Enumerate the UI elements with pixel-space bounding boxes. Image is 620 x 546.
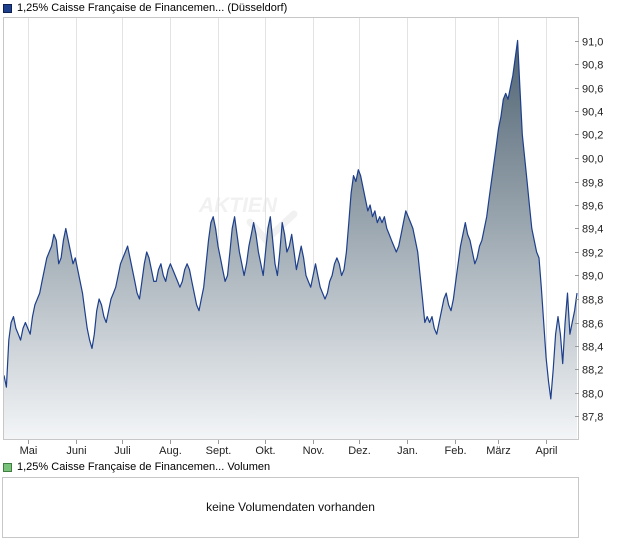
y-axis-ticks: 91,0 90,8 90,6 90,4 90,2 90,0 89,8 89,6 89,4 89,2…	[575, 37, 603, 424]
price-area-fill	[4, 40, 577, 439]
volume-series-swatch	[3, 462, 12, 472]
y-tick-label: 89,8	[582, 178, 603, 190]
volume-legend-label: 1,25% Caisse Française de Financemen... …	[17, 461, 271, 473]
x-tick-label: Jan.	[397, 445, 418, 457]
x-tick-label: Nov.	[303, 445, 325, 457]
x-tick-label: Juni	[66, 445, 86, 457]
y-tick-label: 87,8	[582, 412, 603, 424]
svg-text:AKTIEN: AKTIEN	[198, 194, 278, 217]
y-tick-label: 90,4	[582, 107, 603, 119]
x-tick-label: Aug.	[159, 445, 182, 457]
price-line	[3, 39, 578, 400]
price-chart: AKTIEN Mai Juni Juli Aug. Sept. Okt. Nov. Dez. J…	[3, 17, 603, 457]
y-tick-label: 89,0	[582, 271, 603, 283]
x-tick-label: April	[535, 445, 557, 457]
y-tick-label: 88,0	[582, 389, 603, 401]
x-axis-ticks: Mai Juni Juli Aug. Sept. Okt. Nov. Dez. Jan. Feb.…	[20, 440, 558, 457]
y-tick-label: 88,6	[582, 319, 603, 331]
price-area	[3, 39, 578, 439]
x-tick-label: Dez.	[348, 445, 371, 457]
price-legend-label: 1,25% Caisse Française de Financemen... …	[17, 2, 288, 14]
x-tick-label: Juli	[114, 445, 131, 457]
y-tick-label: 89,2	[582, 248, 603, 260]
y-tick-label: 90,2	[582, 130, 603, 142]
y-tick-label: 88,4	[582, 342, 603, 354]
x-tick-label: März	[486, 445, 510, 457]
x-tick-label: Okt.	[255, 445, 275, 457]
price-series-swatch	[3, 3, 12, 13]
y-tick-label: 88,2	[582, 365, 603, 377]
y-tick-label: 90,8	[582, 60, 603, 72]
x-tick-label: Mai	[20, 445, 38, 457]
y-tick-label: 91,0	[582, 37, 603, 49]
volume-panel: keine Volumendaten vorhanden	[2, 477, 579, 538]
x-tick-label: Feb.	[444, 445, 466, 457]
y-tick-label: 89,6	[582, 201, 603, 213]
y-tick-label: 90,6	[582, 84, 603, 96]
y-tick-label: 89,4	[582, 224, 603, 236]
y-tick-label: 90,0	[582, 154, 603, 166]
price-legend: 1,25% Caisse Française de Financemen... …	[3, 1, 287, 15]
volume-empty-message: keine Volumendaten vorhanden	[206, 500, 375, 514]
volume-legend: 1,25% Caisse Française de Financemen... …	[3, 460, 270, 474]
y-tick-label: 88,8	[582, 295, 603, 307]
x-tick-label: Sept.	[206, 445, 232, 457]
